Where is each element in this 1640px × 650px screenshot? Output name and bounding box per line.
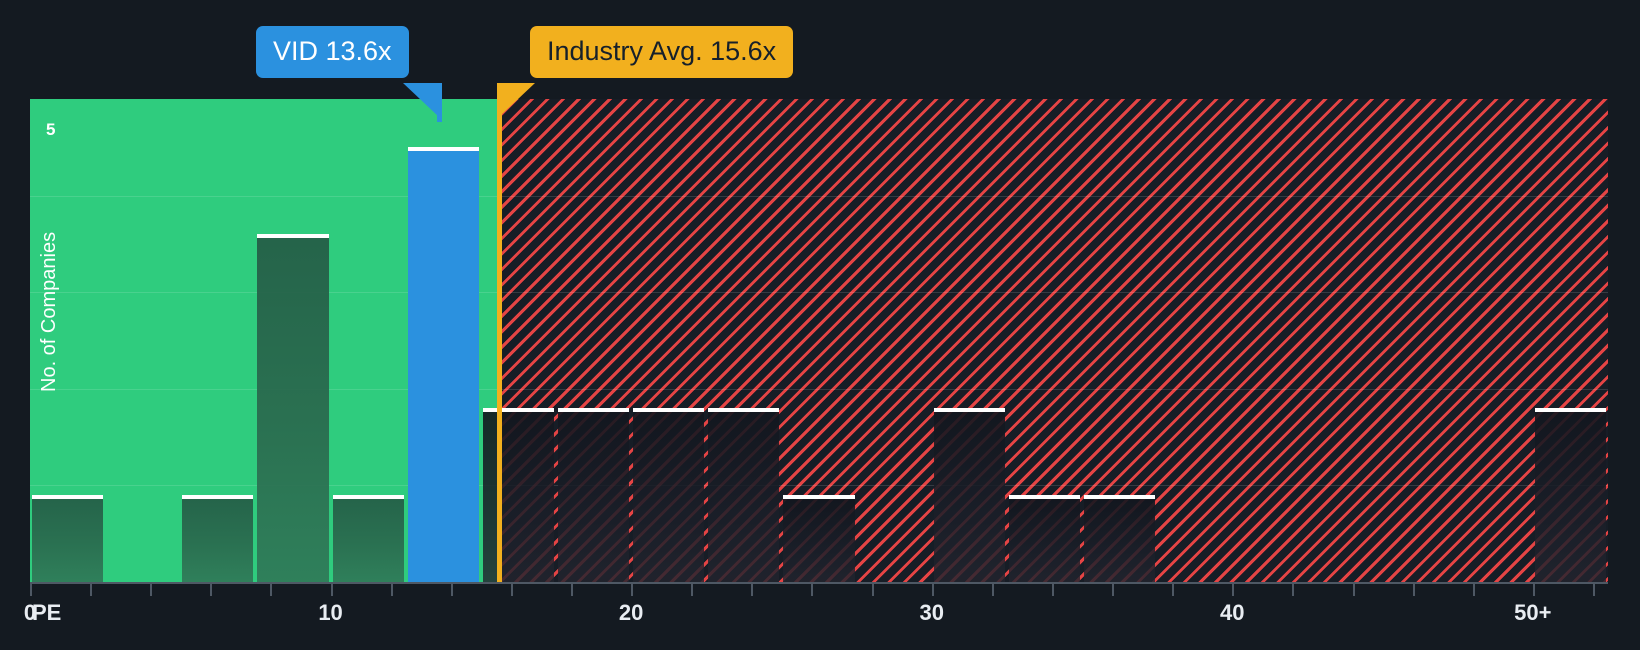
bar-cap xyxy=(182,494,254,499)
x-axis-tick xyxy=(571,584,574,596)
x-axis-label-0: 0 xyxy=(23,600,37,625)
bar-0-2.5[interactable] xyxy=(32,494,104,582)
bar-cap xyxy=(32,494,104,499)
x-axis-tick xyxy=(1472,584,1475,596)
callout-industry-avg[interactable]: Industry Avg. 15.6x xyxy=(530,26,794,79)
callout-pointer xyxy=(402,83,439,117)
bar-fill xyxy=(332,497,404,582)
x-axis-tick xyxy=(30,584,32,596)
bar-20-22.5[interactable] xyxy=(633,407,705,582)
bar-fill xyxy=(1084,497,1156,582)
x-axis-tick xyxy=(1412,584,1415,596)
x-axis-label-40: 40 xyxy=(1220,600,1245,625)
x-axis-line xyxy=(30,582,1608,584)
bar-30-32.5[interactable] xyxy=(933,407,1005,582)
bar-cap xyxy=(933,407,1005,412)
bar-fill xyxy=(182,497,254,582)
bar-fill xyxy=(407,149,479,582)
bar-17.5-20[interactable] xyxy=(558,407,630,582)
x-axis-label-50plus: 50+ xyxy=(1514,600,1552,625)
x-axis-tick xyxy=(90,584,93,596)
overvalued-zone xyxy=(498,99,1608,582)
x-axis-tick xyxy=(330,584,333,596)
x-axis-tick xyxy=(991,584,994,596)
bar-22.5-25[interactable] xyxy=(708,407,780,582)
y-axis-title: No. of Companies xyxy=(38,231,60,392)
x-axis-tick xyxy=(691,584,694,596)
bar-fill xyxy=(482,410,554,582)
x-axis-tick xyxy=(931,584,934,596)
bar-10-12.5[interactable] xyxy=(332,494,404,582)
x-axis-tick xyxy=(1592,584,1595,596)
bar-35-37.5[interactable] xyxy=(1084,494,1156,582)
x-axis-tick xyxy=(1172,584,1175,596)
callout-stem xyxy=(496,83,502,582)
x-axis-tick xyxy=(751,584,754,596)
bar-cap xyxy=(633,407,705,412)
bar-5-7.5[interactable] xyxy=(182,494,254,582)
x-axis-tick xyxy=(1352,584,1355,596)
x-axis-tick xyxy=(1532,584,1535,596)
callout-pointer xyxy=(498,83,535,117)
x-axis-tick xyxy=(631,584,634,596)
plot-area xyxy=(30,99,1608,582)
x-axis-label-20: 20 xyxy=(618,600,644,625)
bar-cap xyxy=(558,407,630,412)
x-axis-tick xyxy=(390,584,393,596)
bar-cap xyxy=(1084,494,1156,499)
bar-fill xyxy=(1008,497,1080,582)
bar-fill xyxy=(32,497,104,582)
x-axis-label-10: 10 xyxy=(318,600,343,625)
x-axis-tick xyxy=(1051,584,1054,596)
bar-15-17.5[interactable] xyxy=(482,407,554,582)
x-axis-label-30: 30 xyxy=(919,600,944,625)
x-axis-title: PE xyxy=(32,600,62,625)
bar-cap xyxy=(1008,494,1080,499)
x-axis-tick xyxy=(150,584,153,596)
bar-25-27.5[interactable] xyxy=(783,494,855,582)
x-axis-tick xyxy=(1232,584,1235,596)
x-axis-tick xyxy=(270,584,273,596)
bar-7.5-10[interactable] xyxy=(257,233,329,582)
bar-fill xyxy=(708,410,780,582)
bar-cap xyxy=(257,233,329,238)
x-axis-tick xyxy=(450,584,453,596)
bar-cap xyxy=(708,407,780,412)
x-axis-tick xyxy=(510,584,513,596)
bar-cap xyxy=(1534,407,1606,412)
bar-50+[interactable] xyxy=(1534,407,1606,582)
x-axis-tick xyxy=(811,584,814,596)
bar-cap xyxy=(482,407,554,412)
bar-fill xyxy=(558,410,630,582)
y-axis-tick-label-5: 5 xyxy=(46,120,56,139)
bar-12.5-15[interactable] xyxy=(407,146,479,582)
x-axis-tick xyxy=(1292,584,1295,596)
bar-fill xyxy=(257,236,329,582)
bar-cap xyxy=(783,494,855,499)
callout-stem xyxy=(436,83,442,122)
bar-fill xyxy=(1534,410,1606,582)
bar-cap xyxy=(332,494,404,499)
bar-fill xyxy=(633,410,705,582)
callout-label: Industry Avg. 15.6x xyxy=(547,36,777,66)
x-axis-tick xyxy=(1112,584,1115,596)
bar-32.5-35[interactable] xyxy=(1008,494,1080,582)
x-axis-tick xyxy=(871,584,874,596)
callout-vid[interactable]: VID 13.6x xyxy=(256,26,409,79)
callout-label: VID 13.6x xyxy=(273,36,392,66)
bar-cap xyxy=(407,146,479,151)
bar-fill xyxy=(783,497,855,582)
x-axis-tick xyxy=(210,584,213,596)
bar-fill xyxy=(933,410,1005,582)
